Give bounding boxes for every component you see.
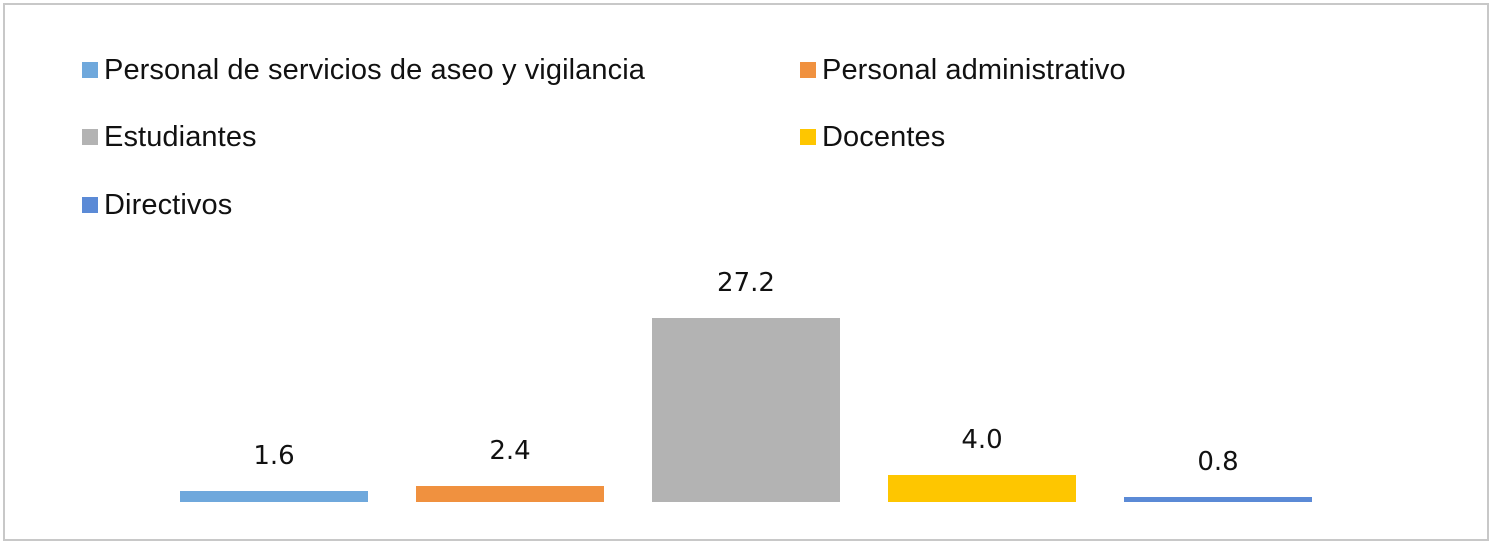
legend-swatch-square-icon [82, 197, 98, 213]
bar-personal-administrativo [416, 486, 604, 502]
bar-value-label: 0.8 [1197, 447, 1239, 477]
legend-swatch-square-icon [82, 129, 98, 145]
legend-swatch-square-icon [800, 129, 816, 145]
legend-item-directivos: Directivos [82, 187, 232, 223]
bar-docentes [888, 475, 1076, 502]
legend-label: Estudiantes [104, 120, 257, 153]
bar-personal-aseo-vigilancia [180, 491, 368, 502]
bar-value-label: 27.2 [717, 268, 775, 298]
legend-swatch-square-icon [800, 62, 816, 78]
legend-swatch-square-icon [82, 62, 98, 78]
bar-value-label: 2.4 [489, 436, 531, 466]
legend-label: Docentes [822, 120, 946, 153]
legend-item-personal-aseo-vigilancia: Personal de servicios de aseo y vigilanc… [82, 52, 645, 88]
bar-value-label: 4.0 [961, 425, 1003, 455]
legend-label: Directivos [104, 188, 233, 221]
legend-item-estudiantes: Estudiantes [82, 119, 257, 155]
legend-label: Personal de servicios de aseo y vigilanc… [104, 53, 645, 86]
bar-value-label: 1.6 [253, 441, 295, 471]
bar-estudiantes [652, 318, 840, 502]
bar-directivos [1124, 497, 1312, 502]
legend-label: Personal administrativo [822, 53, 1126, 86]
legend-item-personal-administrativo: Personal administrativo [800, 52, 1126, 88]
legend-item-docentes: Docentes [800, 119, 945, 155]
